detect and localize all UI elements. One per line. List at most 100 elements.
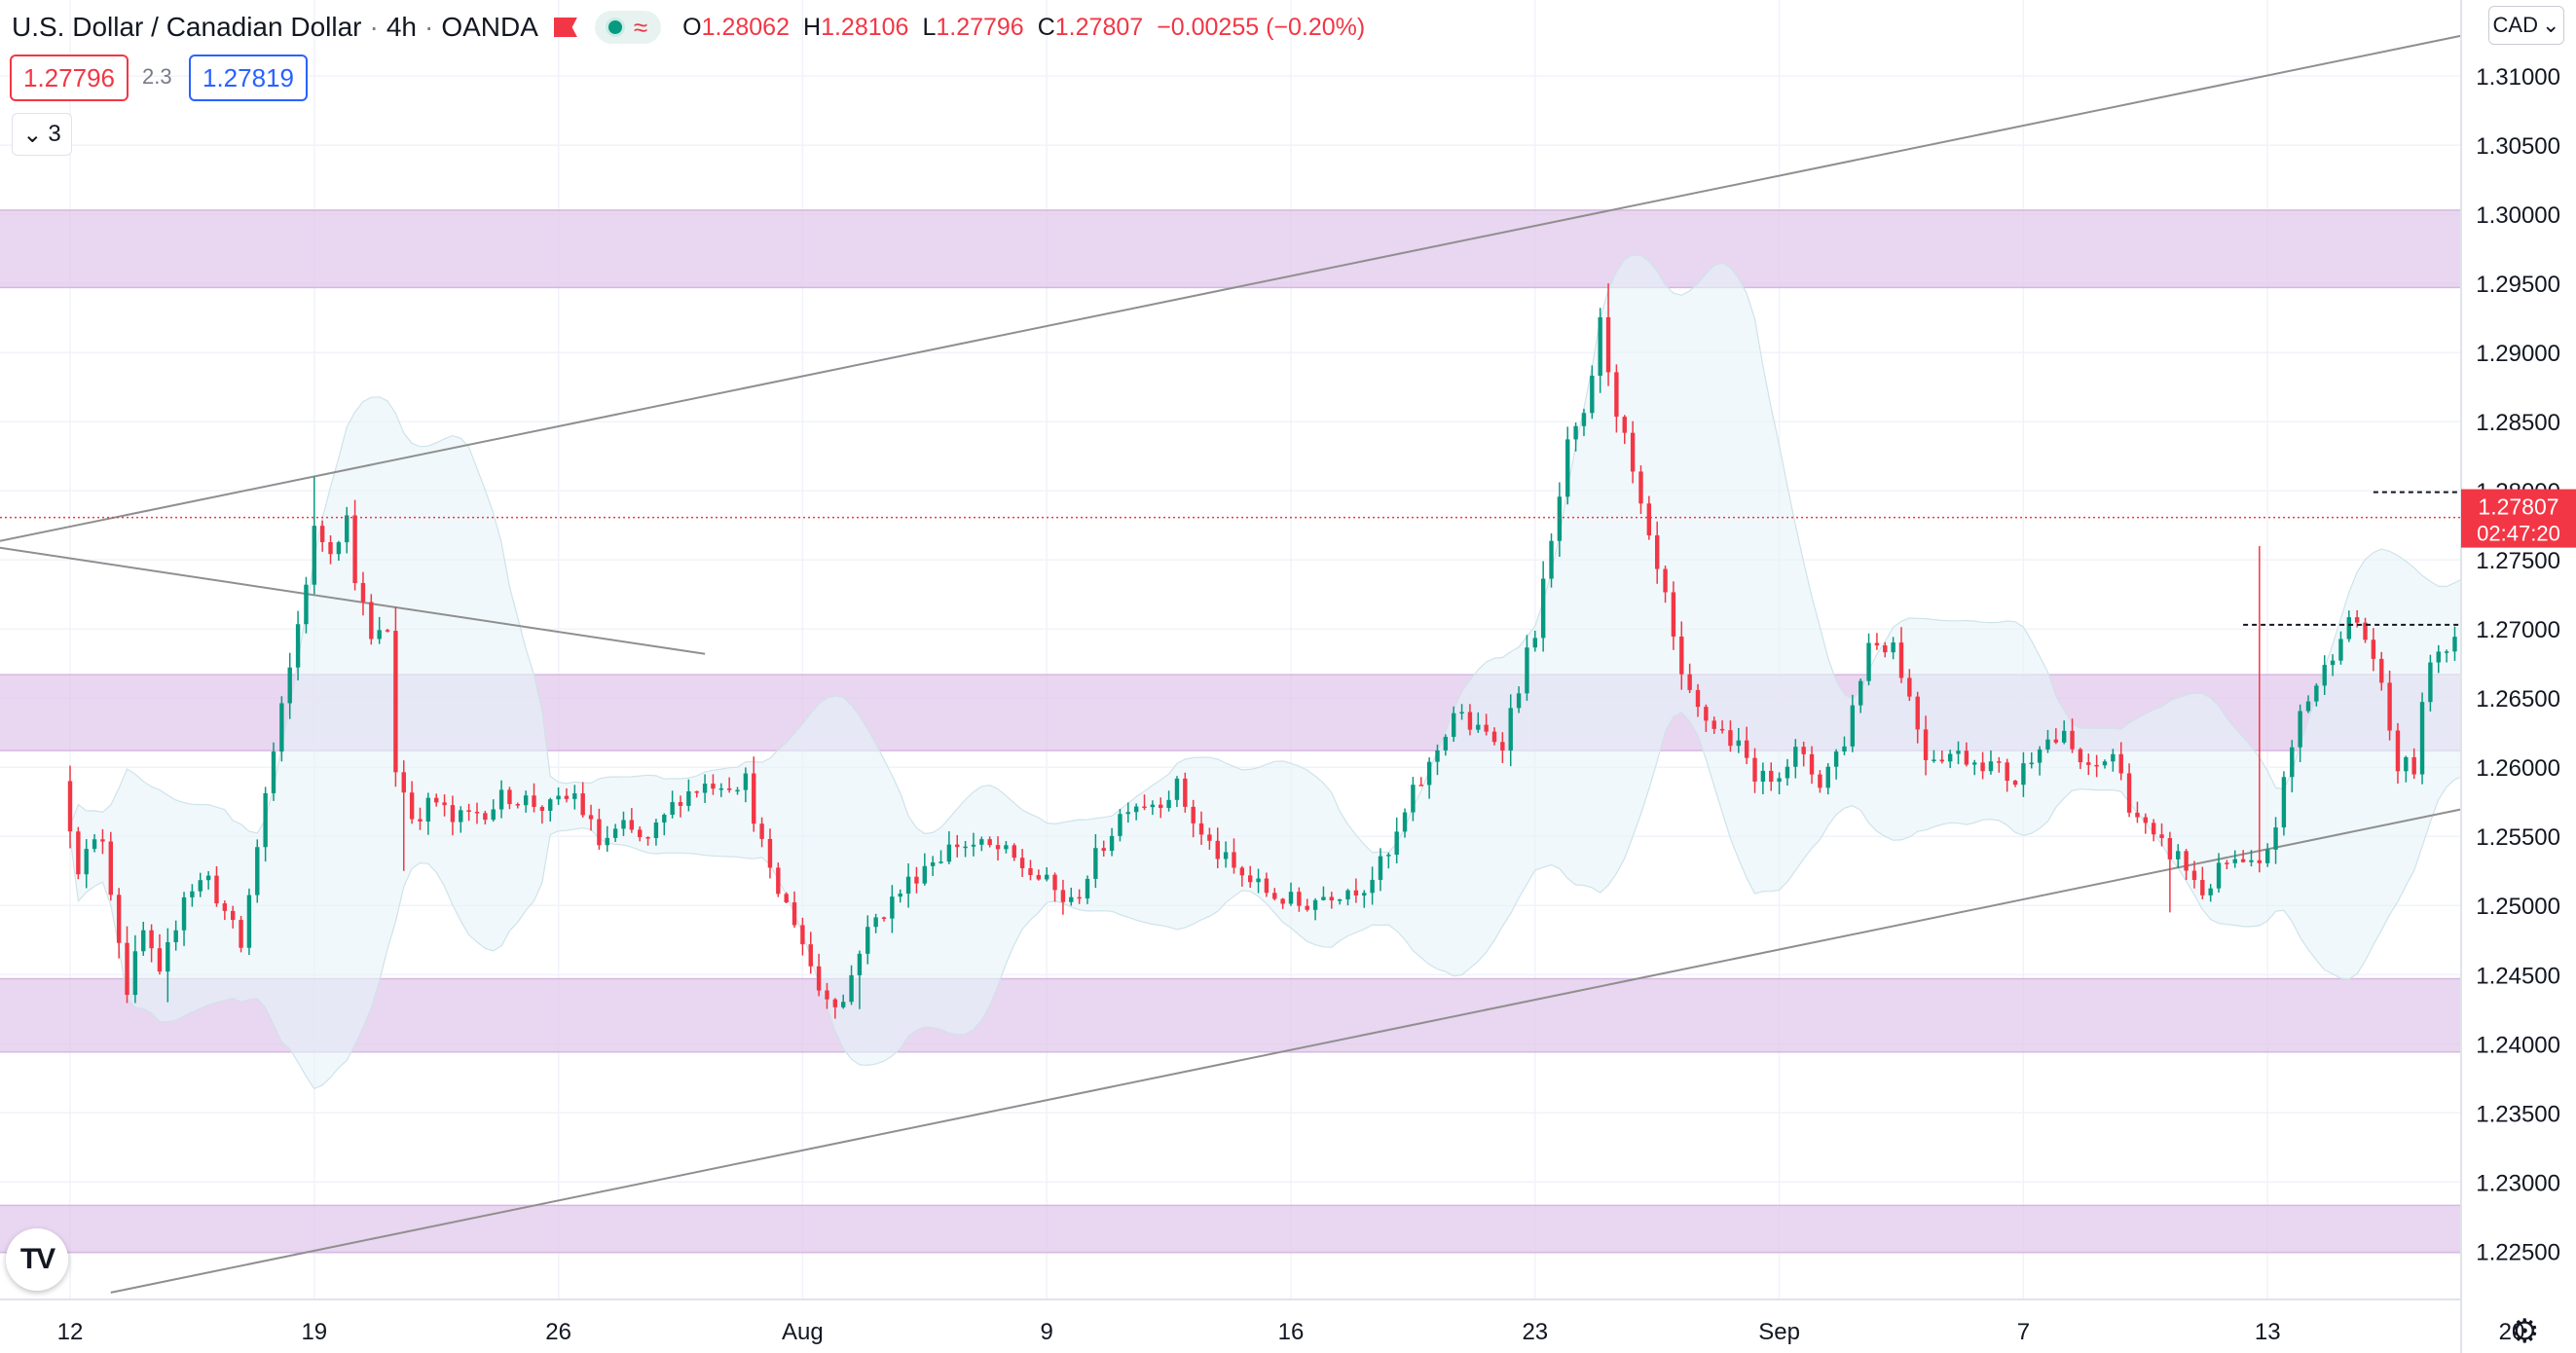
candle-body	[2135, 812, 2140, 818]
candle-body	[791, 902, 797, 926]
tradingview-logo-icon[interactable]: TV	[6, 1228, 68, 1291]
high-label: H	[803, 13, 822, 41]
candle	[214, 865, 219, 907]
candle	[1850, 694, 1856, 752]
candle	[149, 924, 154, 963]
candle	[263, 786, 268, 862]
candle	[181, 892, 187, 946]
candle	[507, 786, 512, 810]
currency-selector[interactable]: CAD ⌄	[2488, 6, 2564, 45]
candle	[2314, 682, 2319, 707]
candle-body	[1516, 693, 1522, 709]
candle	[1525, 635, 1529, 701]
time-tick-label: 23	[1522, 1319, 1548, 1345]
candle-body	[1532, 638, 1537, 648]
candle	[2216, 853, 2222, 893]
candle	[2012, 780, 2018, 787]
chart-header: U.S. Dollar / Canadian Dollar · 4h · OAN…	[12, 8, 1365, 47]
candle-body	[556, 795, 561, 800]
candle	[1638, 465, 1643, 515]
candle	[702, 774, 708, 803]
candle	[173, 920, 178, 951]
candle	[857, 950, 863, 1009]
candle	[808, 932, 813, 974]
candle	[2159, 823, 2164, 847]
candle	[1467, 704, 1473, 736]
candle	[995, 836, 1001, 861]
candle	[539, 805, 545, 824]
flag-icon[interactable]	[553, 18, 577, 37]
price-tick-label: 1.25000	[2476, 894, 2560, 920]
settings-gear-icon[interactable]: ⚙	[2510, 1313, 2540, 1350]
candle-body	[588, 815, 594, 820]
candle	[2029, 751, 2034, 769]
candle	[1052, 872, 1057, 902]
candle-body	[1467, 712, 1473, 730]
candle	[1012, 843, 1016, 861]
symbol-title[interactable]: U.S. Dollar / Canadian Dollar	[12, 12, 362, 42]
interval-label[interactable]: 4h	[386, 12, 417, 42]
indicators-collapse-button[interactable]: ⌄ 3	[12, 113, 72, 156]
sell-price-button[interactable]: 1.27796	[10, 55, 129, 101]
candle-body	[865, 927, 870, 954]
candle-body	[938, 861, 943, 863]
price-tick-label: 1.26000	[2476, 755, 2560, 782]
candle-body	[1687, 674, 1692, 690]
candle	[2404, 755, 2409, 783]
candle-body	[1491, 731, 1497, 743]
candle	[597, 808, 602, 850]
candle-body	[1418, 785, 1423, 786]
candle	[580, 782, 585, 818]
candle-body	[100, 839, 105, 842]
candle	[2037, 746, 2042, 776]
zone-rect	[0, 1205, 2461, 1253]
candle-body	[369, 602, 374, 640]
candle-body	[2338, 639, 2343, 661]
candle-body	[1093, 848, 1098, 879]
candle-body	[1312, 899, 1318, 910]
candle	[662, 813, 667, 836]
candle-body	[1605, 316, 1611, 373]
candle-body	[434, 797, 439, 803]
candle	[1532, 630, 1537, 652]
candle-body	[1777, 778, 1782, 783]
candle-body	[149, 930, 154, 949]
candle	[1557, 482, 1563, 558]
candle	[1069, 887, 1074, 906]
candle-body	[922, 865, 927, 884]
candle	[938, 850, 943, 864]
candle-body	[523, 795, 529, 806]
indicator-pill[interactable]: ≈	[594, 11, 662, 44]
candle	[849, 965, 854, 1006]
candle	[1687, 663, 1692, 694]
candle-body	[726, 787, 732, 790]
candle-body	[1028, 867, 1033, 875]
candle	[2452, 626, 2457, 661]
spread-value: 2.3	[142, 64, 172, 89]
candle-body	[76, 831, 81, 875]
candle	[2257, 545, 2263, 873]
candle	[987, 836, 992, 848]
buy-price-button[interactable]: 1.27819	[189, 55, 308, 101]
candle-body	[955, 844, 960, 848]
candle	[1980, 751, 1985, 780]
candle	[1118, 808, 1122, 842]
candle	[369, 594, 374, 645]
candle	[1997, 756, 2002, 773]
candle	[767, 828, 773, 879]
candle	[1004, 840, 1009, 854]
wave-icon: ≈	[633, 13, 648, 42]
candle-body	[2330, 660, 2336, 666]
candle-body	[491, 809, 496, 821]
candle-body	[759, 823, 764, 839]
candle-body	[1004, 845, 1009, 850]
candle-body	[857, 953, 863, 975]
candle-body	[1256, 878, 1261, 883]
candle	[638, 826, 643, 842]
candle	[1256, 868, 1261, 894]
candle-body	[2444, 651, 2449, 653]
time-tick-label: 16	[1278, 1319, 1305, 1345]
candle-body	[67, 781, 73, 832]
